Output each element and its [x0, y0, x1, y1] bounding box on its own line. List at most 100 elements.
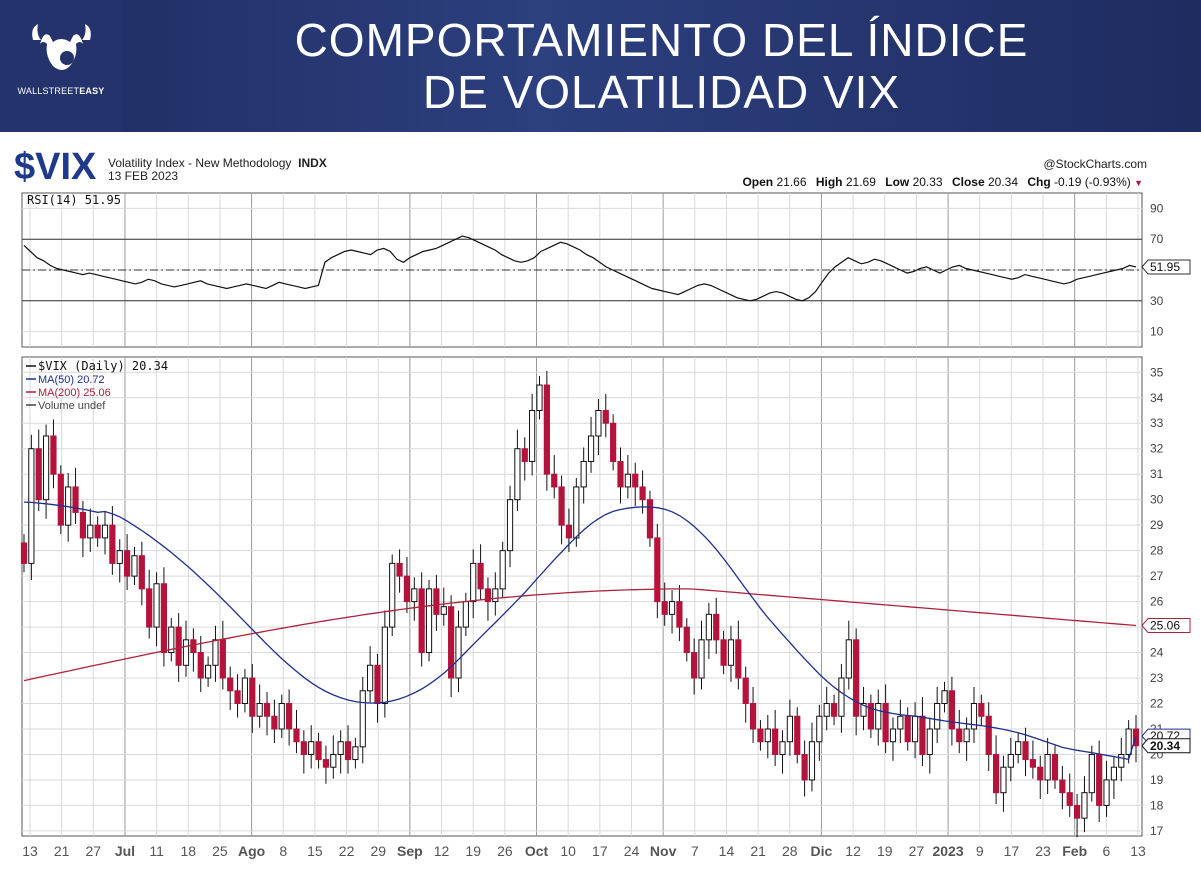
x-tick-label: 13 — [22, 843, 38, 859]
candle-up — [352, 746, 359, 761]
candle-down — [830, 703, 838, 717]
candle-down — [1037, 766, 1044, 781]
candle-up — [131, 555, 138, 577]
candle-down — [1073, 804, 1081, 819]
candle-up — [1044, 753, 1051, 781]
candle-up — [705, 613, 712, 641]
candle-up — [1110, 766, 1118, 781]
candle-up — [1088, 753, 1095, 794]
ma200-last-value-tag — [1141, 618, 1191, 634]
candle-up — [462, 601, 469, 628]
candle-up — [1000, 766, 1007, 794]
ohlc-readout: Open 21.66 High 21.69 Low 20.33 Close 20… — [742, 175, 1143, 189]
candle-down — [433, 588, 440, 615]
legend-label: $VIX (Daily) 20.34 — [38, 359, 168, 373]
candle-down — [94, 524, 101, 539]
candle-up — [587, 435, 595, 462]
candle-down — [985, 715, 992, 755]
candle-down — [160, 583, 168, 654]
rsi-y-tick-label: 70 — [1150, 232, 1164, 246]
title-line-2: DE VOLATILIDAD VIX — [422, 66, 901, 118]
candle-up — [823, 703, 830, 717]
candle-down — [249, 677, 256, 717]
candle-down — [1051, 753, 1059, 781]
candle-down — [79, 511, 87, 539]
candle-up — [970, 703, 978, 730]
candle-down — [300, 741, 307, 755]
candle-down — [123, 550, 131, 577]
x-tick-label: 23 — [1035, 843, 1051, 859]
last-close-value-tag — [1141, 738, 1191, 754]
candle-up — [359, 690, 366, 748]
candle-up — [153, 583, 160, 628]
candle-down — [661, 601, 668, 615]
candle-up — [308, 741, 315, 755]
candle-up — [337, 741, 344, 755]
x-tick-label: 27 — [86, 843, 102, 859]
candle-up — [389, 562, 396, 628]
rsi-last-value-tag — [1141, 259, 1191, 275]
x-tick-label: 17 — [592, 843, 608, 859]
candle-down — [919, 715, 926, 755]
candle-down — [720, 639, 727, 666]
candle-up — [116, 550, 123, 564]
candle-up — [492, 588, 499, 603]
candle-down — [565, 524, 573, 539]
title-banner — [0, 0, 1201, 132]
chart-date: 13 FEB 2023 — [108, 169, 179, 183]
x-tick-label: Jul — [115, 843, 135, 859]
price-y-tick-label: 29 — [1150, 518, 1164, 532]
candle-up — [624, 473, 631, 488]
candle-up — [845, 639, 852, 679]
candle-down — [109, 524, 116, 564]
candle-up — [499, 550, 506, 590]
price-y-tick-label: 31 — [1150, 467, 1164, 481]
candle-up — [87, 524, 94, 539]
rsi-line — [23, 235, 1137, 302]
candle-down — [617, 460, 624, 488]
price-y-tick-label: 27 — [1150, 569, 1164, 583]
candle-up — [573, 486, 580, 539]
candle-down — [558, 486, 565, 526]
candle-down — [146, 588, 153, 628]
x-tick-label: 29 — [370, 843, 386, 859]
candle-up — [1015, 741, 1022, 755]
candle-up — [330, 753, 337, 768]
low-value: 20.33 — [912, 175, 943, 189]
candle-down — [1059, 779, 1066, 794]
candle-up — [514, 448, 521, 501]
x-tick-label: 19 — [465, 843, 481, 859]
price-y-tick-label: 24 — [1150, 646, 1164, 660]
candle-down — [374, 664, 381, 705]
candle-down — [403, 575, 411, 603]
x-tick-label: 24 — [624, 843, 640, 859]
price-y-tick-label: 22 — [1150, 697, 1164, 711]
candle-up — [580, 460, 587, 488]
candle-down — [1029, 759, 1037, 768]
candle-up — [1103, 779, 1110, 806]
open-value: 21.66 — [776, 175, 807, 189]
candle-up — [440, 606, 447, 615]
candle-up — [934, 703, 941, 730]
candle-down — [396, 562, 403, 577]
candle-up — [808, 741, 816, 781]
candle-down — [271, 715, 278, 730]
candle-up — [1007, 753, 1014, 768]
candle-up — [698, 639, 705, 679]
candle-down — [978, 703, 985, 717]
price-y-tick-label: 34 — [1150, 391, 1164, 405]
candle-up — [42, 435, 50, 501]
x-tick-label: 21 — [54, 843, 70, 859]
legend-label: Volume undef — [38, 400, 106, 412]
price-y-tick-label: 33 — [1150, 416, 1164, 430]
candle-up — [1118, 753, 1125, 768]
ma200-line — [23, 588, 1137, 682]
candle-down — [948, 690, 955, 730]
candle-up — [256, 703, 263, 717]
legend-label: MA(50) 20.72 — [38, 374, 105, 386]
candle-down — [286, 703, 293, 730]
candle-down — [904, 715, 911, 743]
close-value: 20.34 — [987, 175, 1019, 189]
candle-up — [897, 715, 904, 730]
candle-down — [234, 690, 241, 705]
